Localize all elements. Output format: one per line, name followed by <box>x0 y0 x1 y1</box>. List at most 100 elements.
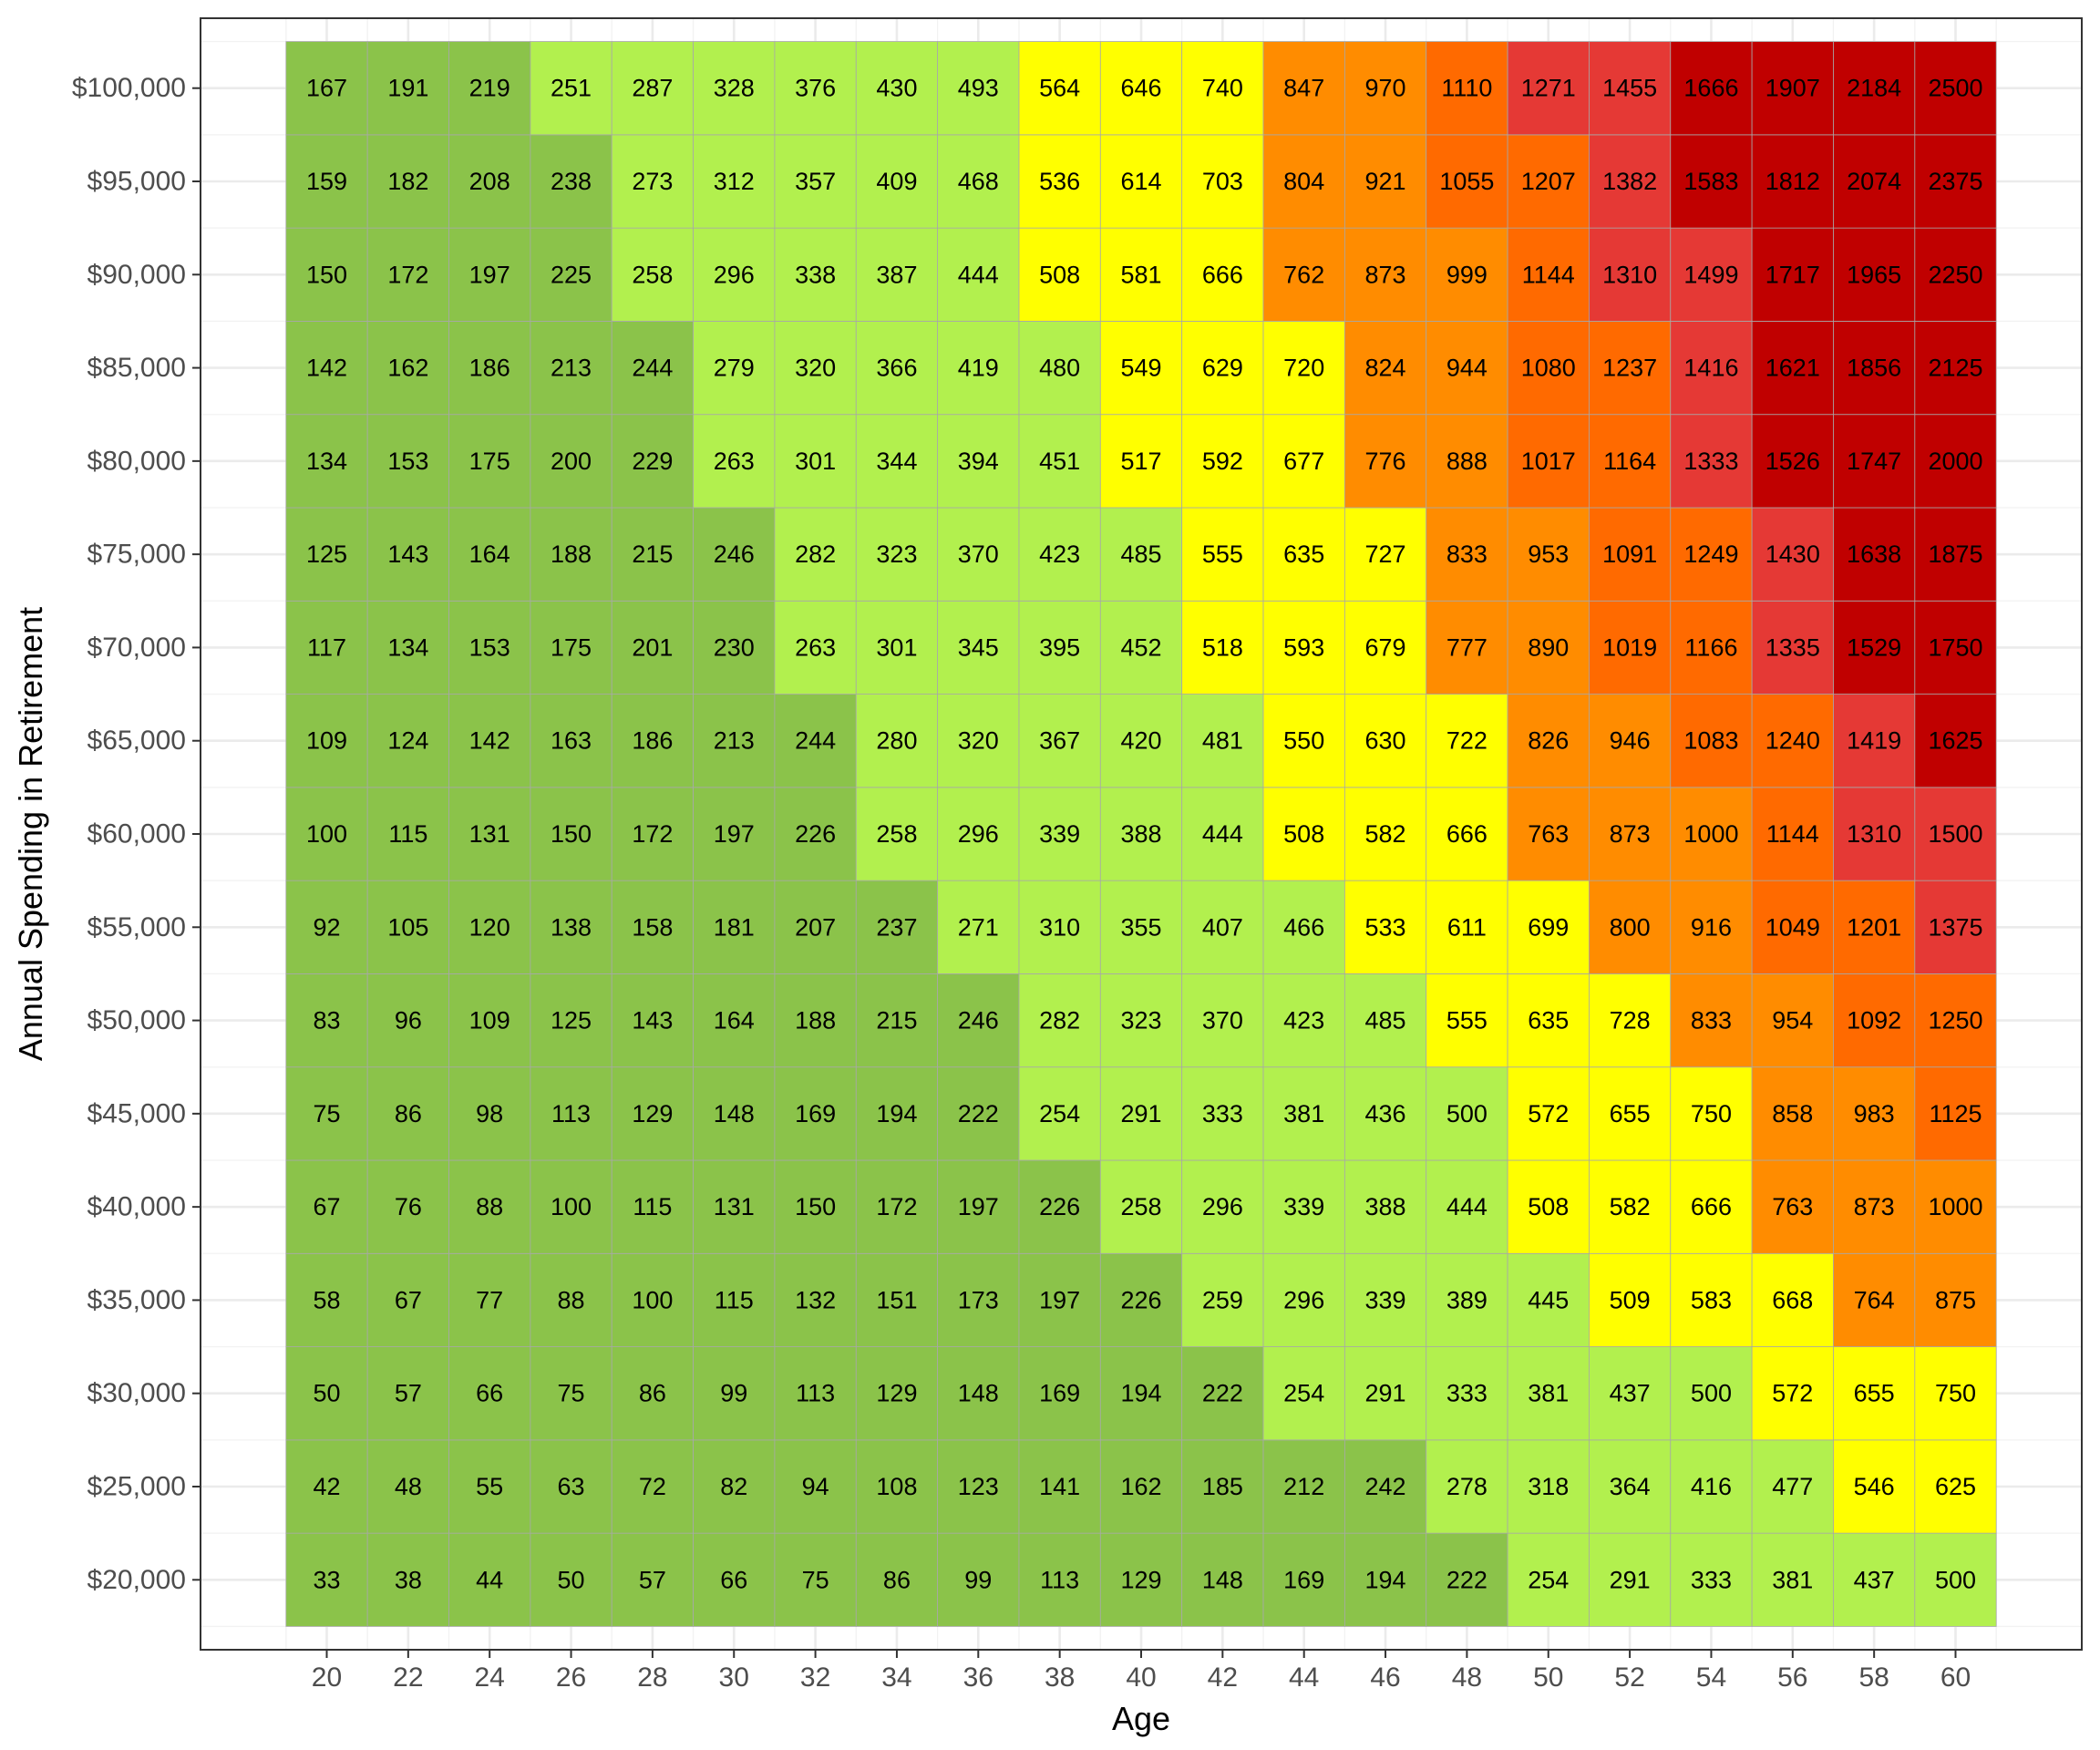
heatmap-cell <box>1914 1159 1997 1254</box>
cell-value-label: 555 <box>1202 540 1243 568</box>
heatmap-cell <box>1589 134 1672 229</box>
heatmap-cell <box>1099 41 1183 136</box>
cell-value-label: 1529 <box>1847 633 1901 661</box>
heatmap-cell <box>448 1532 531 1627</box>
cell-value-label: 677 <box>1283 448 1324 475</box>
cell-value-label: 409 <box>876 168 917 195</box>
heatmap-cell <box>1343 880 1427 974</box>
heatmap-cell <box>611 41 694 136</box>
heatmap-cell <box>530 321 612 416</box>
cell-value-label: 77 <box>476 1286 503 1313</box>
heatmap-cell <box>855 880 939 974</box>
x-tick-label: 28 <box>637 1662 667 1693</box>
cell-value-label: 159 <box>306 168 347 195</box>
cell-value-label: 296 <box>1202 1193 1243 1220</box>
cell-value-label: 625 <box>1935 1473 1976 1500</box>
heatmap-cell <box>1426 1066 1508 1161</box>
heatmap-cell <box>1833 880 1916 974</box>
x-tick-label: 56 <box>1777 1662 1807 1693</box>
cell-value-label: 124 <box>387 727 428 755</box>
cell-value-label: 333 <box>1691 1566 1732 1593</box>
cell-value-label: 282 <box>1039 1007 1080 1035</box>
cell-value-label: 387 <box>876 261 917 288</box>
cell-value-label: 1310 <box>1602 261 1657 288</box>
cell-value-label: 258 <box>876 820 917 848</box>
cell-value-label: 763 <box>1528 820 1569 848</box>
heatmap-cell <box>1262 321 1345 416</box>
heatmap-cell <box>1589 507 1672 602</box>
heatmap-cell <box>530 694 612 788</box>
heatmap-cell <box>1262 134 1345 229</box>
heatmap-cell <box>937 1066 1020 1161</box>
cell-labels: 33 38 44 50 57 66 75 86 99 113 129 148 169 194 222 254 2… <box>306 75 1983 1594</box>
cell-value-label: 201 <box>632 633 673 661</box>
cell-value-label: 423 <box>1283 1007 1324 1035</box>
heatmap-cell <box>1670 134 1753 229</box>
cell-value-label: 339 <box>1365 1286 1406 1313</box>
cell-value-label: 115 <box>715 1286 754 1313</box>
heatmap-cell <box>530 1532 612 1627</box>
heatmap-cell <box>1018 600 1101 695</box>
cell-value-label: 451 <box>1039 448 1080 475</box>
cell-value-label: 416 <box>1691 1473 1732 1500</box>
heatmap-cell <box>1507 227 1590 322</box>
heatmap-cell <box>1507 787 1590 881</box>
heatmap-cell <box>855 694 939 788</box>
heatmap-cell <box>1507 1532 1590 1627</box>
heatmap-cell <box>1099 694 1183 788</box>
heatmap-cell <box>366 1346 449 1441</box>
cell-value-label: 172 <box>876 1193 917 1220</box>
cell-value-label: 873 <box>1365 261 1406 288</box>
cell-value-label: 291 <box>1365 1380 1406 1407</box>
heatmap-cell <box>1099 1252 1183 1347</box>
cell-value-label: 153 <box>469 633 510 661</box>
cell-value-label: 444 <box>1202 820 1243 848</box>
heatmap-cell <box>693 694 776 788</box>
cell-value-label: 134 <box>387 633 428 661</box>
heatmap-cell <box>937 227 1020 322</box>
cell-value-label: 182 <box>387 168 428 195</box>
cell-value-label: 338 <box>795 261 836 288</box>
heatmap-cell <box>285 600 368 695</box>
heatmap-cell <box>530 41 612 136</box>
cell-value-label: 92 <box>313 913 340 941</box>
cell-value-label: 213 <box>714 727 755 755</box>
heatmap-cell <box>1343 694 1427 788</box>
heatmap-cell <box>1507 1346 1590 1441</box>
y-tick-label: $55,000 <box>88 912 186 942</box>
cell-value-label: 213 <box>551 355 592 382</box>
cell-value-label: 222 <box>958 1100 999 1127</box>
heatmap-cell <box>1751 1532 1834 1627</box>
cell-value-label: 1621 <box>1765 355 1820 382</box>
cell-value-label: 197 <box>1039 1286 1080 1313</box>
heatmap-cell <box>1914 134 1997 229</box>
heatmap-cell <box>1833 507 1916 602</box>
cell-value-label: 445 <box>1528 1286 1569 1313</box>
heatmap-cell <box>1914 1066 1997 1161</box>
cell-value-label: 582 <box>1365 820 1406 848</box>
heatmap-cell <box>937 41 1020 136</box>
heatmap-cell <box>1426 134 1508 229</box>
heatmap-cell <box>611 973 694 1068</box>
cell-value-label: 57 <box>395 1380 422 1407</box>
cell-value-label: 148 <box>1202 1566 1243 1593</box>
x-tick-label: 50 <box>1533 1662 1563 1693</box>
cell-value-label: 858 <box>1772 1100 1813 1127</box>
cell-value-label: 1092 <box>1847 1007 1901 1035</box>
heatmap-cell <box>1018 41 1101 136</box>
cell-value-label: 572 <box>1772 1380 1813 1407</box>
heatmap-cell <box>1914 1439 1997 1534</box>
heatmap-cell <box>1018 694 1101 788</box>
cell-value-label: 208 <box>469 168 510 195</box>
heatmap-cell <box>1099 1439 1183 1534</box>
cell-value-label: 246 <box>714 540 755 568</box>
cell-value-label: 113 <box>551 1100 591 1127</box>
heatmap-cell <box>855 600 939 695</box>
cell-value-label: 113 <box>796 1380 835 1407</box>
cell-value-label: 148 <box>958 1380 999 1407</box>
heatmap-cell <box>1426 1252 1508 1347</box>
cell-value-label: 191 <box>387 75 428 102</box>
cell-value-label: 58 <box>313 1286 340 1313</box>
cell-value-label: 230 <box>714 633 755 661</box>
cell-value-label: 188 <box>795 1007 836 1035</box>
